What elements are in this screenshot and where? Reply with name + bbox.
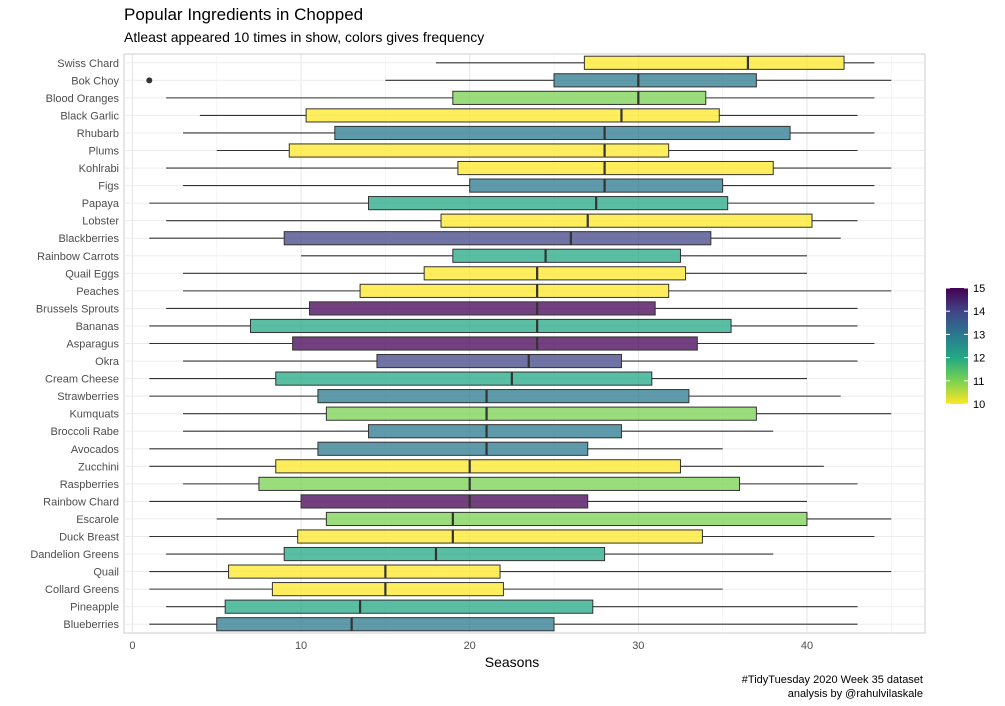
box	[440, 213, 813, 228]
y-tick-label: Strawberries	[57, 391, 119, 403]
y-tick-label: Okra	[95, 356, 120, 368]
box	[283, 231, 712, 246]
y-tick-label: Rhubarb	[77, 128, 119, 140]
chart-title: Popular Ingredients in Chopped	[124, 5, 364, 24]
box	[292, 336, 698, 351]
y-tick-label: Figs	[98, 181, 119, 193]
y-tick-label: Papaya	[82, 198, 120, 210]
chart-subtitle: Atleast appeared 10 times in show, color…	[124, 29, 485, 45]
box	[583, 55, 845, 70]
x-axis: 0 10 20 30 40	[129, 640, 813, 652]
box	[368, 424, 622, 439]
box	[317, 441, 589, 456]
y-tick-label: Black Garlic	[60, 110, 119, 122]
colorbar-label: 12	[973, 353, 985, 365]
y-tick-label: Raspberries	[60, 479, 120, 491]
y-tick-label: Duck Breast	[59, 532, 119, 544]
y-tick-label: Peaches	[76, 286, 119, 298]
whiskers	[149, 62, 892, 625]
box	[317, 389, 690, 404]
y-tick-label: Broccoli Rabe	[51, 426, 119, 438]
box	[308, 301, 656, 316]
box	[305, 108, 720, 123]
box	[368, 196, 729, 211]
box	[452, 248, 681, 263]
y-tick-label: Blueberries	[63, 619, 119, 631]
color-legend: 10 11 12 13 14 15	[946, 283, 985, 411]
box	[457, 160, 774, 176]
colorbar-label: 15	[973, 283, 985, 295]
y-tick-label: Swiss Chard	[57, 58, 119, 70]
x-tick-label: 0	[129, 640, 135, 652]
box	[376, 353, 622, 369]
y-tick-label: Rainbow Carrots	[37, 251, 119, 263]
box	[325, 511, 808, 527]
boxes	[146, 55, 845, 632]
box	[553, 73, 757, 88]
box	[258, 476, 741, 491]
y-tick-label: Collard Greens	[45, 584, 119, 596]
box	[334, 125, 791, 141]
x-tick-label: 20	[464, 640, 476, 652]
y-tick-label: Rainbow Chard	[43, 496, 119, 508]
box	[452, 90, 707, 105]
colorbar-label: 11	[973, 376, 984, 388]
box	[469, 178, 724, 193]
y-tick-label: Bok Choy	[71, 75, 119, 87]
caption-line-2: analysis by @rahulvilaskale	[787, 688, 923, 700]
box	[228, 564, 501, 579]
y-tick-label: Blood Oranges	[46, 93, 120, 105]
x-axis-title: Seasons	[485, 654, 539, 670]
y-tick-label: Asparagus	[66, 339, 119, 351]
box	[249, 318, 732, 334]
y-tick-label: Kohlrabi	[79, 163, 119, 175]
y-tick-label: Zucchini	[78, 461, 119, 473]
x-tick-label: 30	[632, 640, 644, 652]
y-tick-label: Lobster	[82, 216, 119, 228]
y-tick-label: Brussels Sprouts	[36, 303, 120, 315]
y-tick-label: Bananas	[76, 321, 120, 333]
box	[325, 406, 757, 421]
y-tick-label: Plums	[88, 146, 119, 158]
box	[300, 494, 589, 509]
y-tick-label: Quail	[93, 567, 119, 579]
y-tick-label: Cream Cheese	[45, 374, 119, 386]
box	[275, 371, 653, 386]
box	[275, 459, 681, 474]
outlier-point	[146, 77, 153, 84]
caption-line-1: #TidyTuesday 2020 Week 35 dataset	[741, 674, 923, 686]
box	[271, 582, 504, 597]
y-tick-label: Dandelion Greens	[30, 549, 119, 561]
colorbar	[946, 288, 968, 404]
box	[283, 546, 606, 562]
x-tick-label: 10	[295, 640, 307, 652]
x-tick-label: 40	[801, 640, 813, 652]
colorbar-label: 13	[973, 329, 985, 341]
y-tick-label: Escarole	[76, 514, 119, 526]
y-tick-label: Avocados	[71, 444, 120, 456]
box	[297, 529, 703, 544]
box	[288, 143, 670, 158]
box	[224, 599, 594, 614]
box	[216, 617, 555, 632]
y-tick-label: Kumquats	[69, 409, 119, 421]
y-tick-label: Pineapple	[70, 602, 119, 614]
y-tick-label: Blackberries	[58, 233, 119, 245]
box	[423, 266, 687, 281]
y-tick-label: Quail Eggs	[65, 268, 119, 280]
colorbar-label: 14	[973, 306, 985, 318]
box	[359, 283, 670, 298]
y-axis: Swiss Chard Bok Choy Blood Oranges Black Ga…	[30, 58, 120, 631]
colorbar-label: 10	[973, 399, 985, 411]
